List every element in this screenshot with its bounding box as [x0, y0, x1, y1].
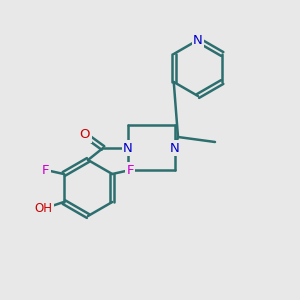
Text: N: N	[170, 142, 180, 154]
Text: F: F	[127, 164, 134, 176]
Text: OH: OH	[35, 202, 53, 214]
Text: O: O	[80, 128, 90, 142]
Text: N: N	[123, 142, 133, 154]
Text: N: N	[193, 34, 203, 46]
Text: F: F	[42, 164, 50, 176]
